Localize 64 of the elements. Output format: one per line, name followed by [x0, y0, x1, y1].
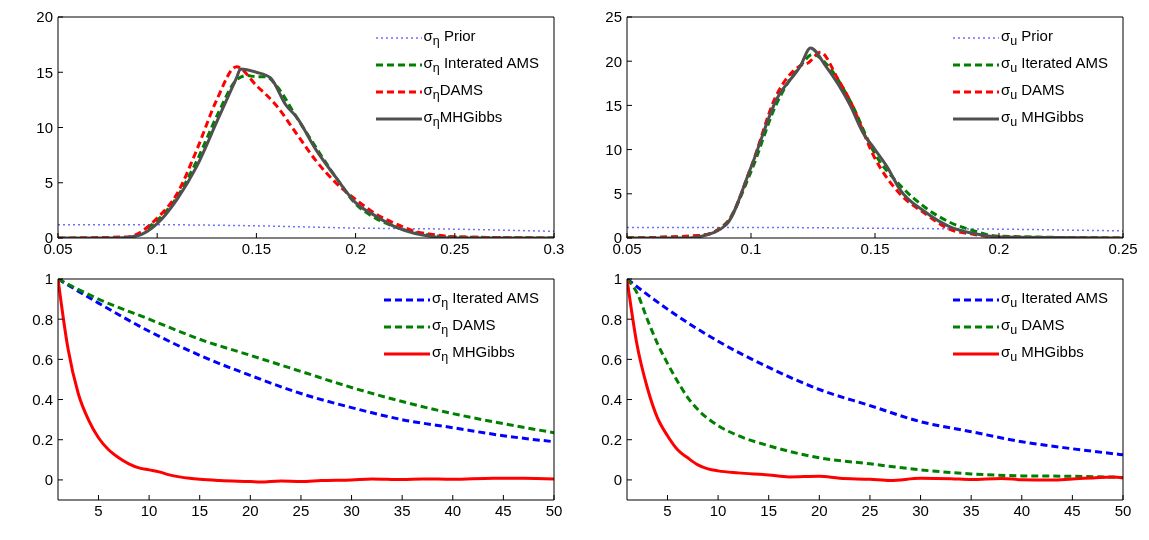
legend-label: σ$_{u}$ DAMS	[1000, 81, 1065, 102]
legend-label: σ$_{u}$ MHGibbs	[1000, 108, 1084, 129]
legend-label: σ$_{η}$DAMS	[423, 81, 484, 102]
y-tick-label: 5	[613, 185, 622, 203]
x-tick-label: 5	[94, 501, 103, 519]
x-tick-label: 25	[861, 501, 879, 519]
y-tick-label: 20	[605, 52, 622, 70]
legend-label: σ$_{u}$ MHGibbs	[1000, 343, 1084, 364]
legend-label: σ$_{u}$ Prior	[1000, 27, 1053, 48]
x-tick-label: 20	[810, 501, 828, 519]
x-tick-label: 45	[1064, 501, 1081, 519]
x-tick-label: 50	[1114, 501, 1132, 519]
y-tick-label: 5	[44, 174, 53, 192]
x-tick-label: 10	[709, 501, 727, 519]
x-tick-label: 50	[545, 501, 563, 519]
x-tick-label: 0.25	[1108, 239, 1138, 257]
x-tick-label: 40	[1013, 501, 1031, 519]
x-tick-label: 0.1	[740, 239, 762, 257]
y-tick-label: 15	[605, 96, 622, 114]
legend-label: σ$_{η}$ Prior	[423, 27, 476, 48]
y-tick-label: 15	[36, 63, 53, 81]
legend-label: σ$_{u}$ DAMS	[1000, 316, 1065, 337]
y-tick-label: 0.4	[32, 390, 53, 408]
legend-label: σ$_{η}$ Interated AMS	[423, 54, 539, 75]
x-tick-label: 0.2	[345, 239, 367, 257]
y-tick-label: 0.6	[601, 350, 622, 368]
y-tick-label: 10	[36, 118, 53, 136]
y-tick-label: 0.4	[601, 390, 622, 408]
x-tick-label: 30	[912, 501, 929, 519]
y-tick-label: 0.8	[32, 310, 53, 328]
y-tick-label: 0	[613, 471, 622, 489]
legend-label: σ$_{u}$ Iterated AMS	[1000, 54, 1108, 75]
y-tick-label: 0.2	[32, 431, 53, 449]
x-tick-label: 35	[393, 501, 411, 519]
x-tick-label: 5	[663, 501, 672, 519]
x-tick-label: 0.2	[988, 239, 1010, 257]
x-tick-label: 0.25	[440, 239, 470, 257]
y-tick-label: 0.6	[32, 350, 53, 368]
legend-label: σ$_{u}$ Iterated AMS	[1000, 289, 1108, 310]
legend-label: σ$_{η}$ MHGibbs	[431, 343, 515, 364]
y-tick-label: 0.2	[601, 431, 622, 449]
x-tick-label: 15	[191, 501, 209, 519]
x-tick-label: 15	[760, 501, 778, 519]
x-tick-label: 0.15	[241, 239, 271, 257]
x-tick-label: 35	[962, 501, 980, 519]
legend-label: σ$_{η}$ DAMS	[431, 316, 496, 337]
x-tick-label: 45	[495, 501, 512, 519]
x-tick-label: 10	[140, 501, 158, 519]
legend-label: σ$_{η}$MHGibbs	[423, 108, 503, 129]
x-tick-label: 20	[241, 501, 259, 519]
y-tick-label: 1	[44, 270, 53, 288]
x-tick-label: 30	[343, 501, 360, 519]
x-tick-label: 40	[444, 501, 462, 519]
x-tick-label: 0.15	[860, 239, 890, 257]
y-tick-label: 1	[613, 270, 622, 288]
y-tick-label: 0	[44, 471, 53, 489]
y-tick-label: 0.8	[601, 310, 622, 328]
y-tick-label: 20	[36, 8, 53, 26]
y-tick-label: 25	[605, 8, 622, 26]
y-tick-label: 10	[605, 140, 622, 158]
x-tick-label: 0.1	[146, 239, 168, 257]
x-tick-label: 25	[292, 501, 310, 519]
x-tick-label: 0.3	[543, 239, 565, 257]
legend-label: σ$_{η}$ Iterated AMS	[431, 289, 539, 310]
